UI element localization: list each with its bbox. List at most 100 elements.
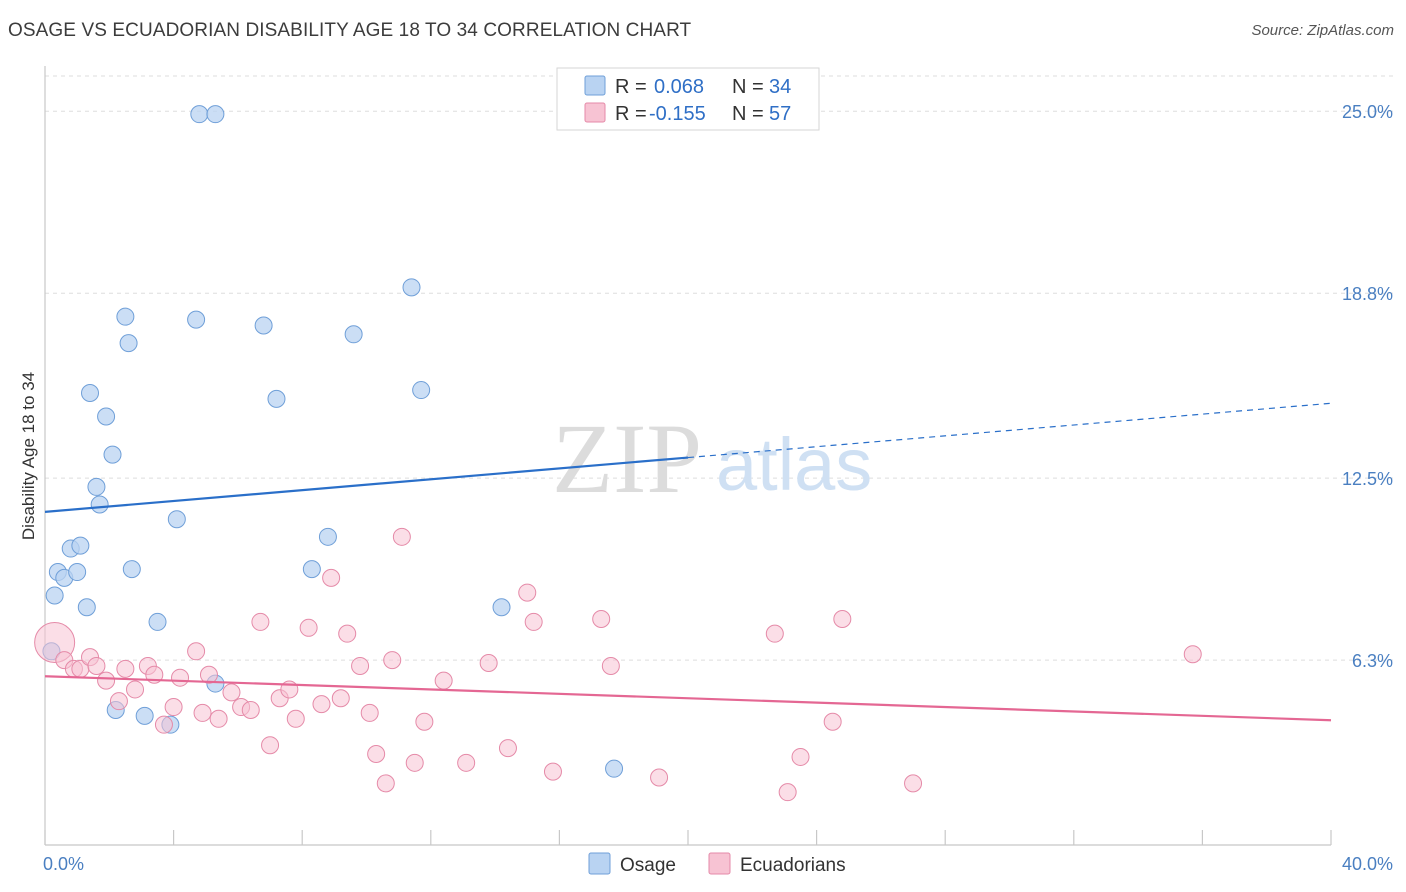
ecuadorians-point-44 xyxy=(518,583,537,602)
osage-point-10 xyxy=(90,495,109,514)
ecuadorians-point-31 xyxy=(338,624,357,643)
osage-point-8 xyxy=(81,383,100,402)
legend-r-value-ecuadorians: -0.155 xyxy=(649,103,706,125)
legend-r-label-ecuadorians: R = xyxy=(615,103,647,125)
ecuadorians-point-28 xyxy=(312,695,331,714)
osage-swatch xyxy=(584,75,606,96)
ecuadorians-point-49 xyxy=(650,768,669,787)
x-tick-labels: 0.0% 40.0% xyxy=(43,854,1393,874)
osage-point-14 xyxy=(116,307,135,326)
osage-trend-extension xyxy=(687,402,1332,459)
x-tick-label-0: 0.0% xyxy=(43,854,84,874)
osage-point-27 xyxy=(302,560,321,579)
ecuadorians-point-8 xyxy=(116,659,135,678)
ecuadorians-point-40 xyxy=(434,671,453,690)
legend-n-value-ecuadorians: 57 xyxy=(769,103,791,125)
osage-point-11 xyxy=(97,407,116,426)
ecuadorians-point-52 xyxy=(791,747,810,766)
osage-point-16 xyxy=(122,560,141,579)
legend-osage-swatch xyxy=(588,852,611,875)
ecuadorians-point-45 xyxy=(524,612,543,631)
ecuadorians-point-19 xyxy=(222,683,241,702)
osage-point-28 xyxy=(318,527,337,546)
legend-r-value-osage: 0.068 xyxy=(654,76,704,98)
ecuadorians-point-17 xyxy=(199,665,218,684)
ecuadorians-point-18 xyxy=(209,709,228,728)
osage-point-9 xyxy=(87,477,106,496)
ecuadorians-point-55 xyxy=(904,774,923,793)
ecuadorians-point-26 xyxy=(286,709,305,728)
osage-point-26 xyxy=(267,389,286,408)
ecuadorians-point-6 xyxy=(97,671,116,690)
trend-lines xyxy=(44,402,1332,722)
ecuadorians-point-35 xyxy=(376,774,395,793)
osage-point-15 xyxy=(119,334,138,353)
ecuadorians-point-23 xyxy=(261,736,280,755)
ecuadorians-point-41 xyxy=(457,753,476,772)
ecuadorians-point-13 xyxy=(164,698,183,717)
ecuadorians-point-43 xyxy=(498,739,517,758)
ecuadorians-point-27 xyxy=(299,618,318,637)
ecuadorians-point-9 xyxy=(126,680,145,699)
osage-point-7 xyxy=(77,598,96,617)
ecuadorians-point-15 xyxy=(187,642,206,661)
watermark-atlas: atlas xyxy=(716,423,872,506)
chart-title: OSAGE VS ECUADORIAN DISABILITY AGE 18 TO… xyxy=(8,20,692,41)
x-tick-label-1: 40.0% xyxy=(1342,854,1393,874)
y-tick-label-1: 12.5% xyxy=(1342,469,1393,489)
ecuadorians-point-47 xyxy=(592,609,611,628)
osage-point-22 xyxy=(190,105,209,124)
osage-point-5 xyxy=(68,563,87,582)
y-tick-label-3: 25.0% xyxy=(1342,102,1393,122)
osage-point-29 xyxy=(344,325,363,344)
y-tick-labels: 6.3% 12.5% 18.8% 25.0% xyxy=(1342,102,1393,671)
ecuadorians-point-14 xyxy=(171,668,190,687)
ecuadorians-point-7 xyxy=(109,692,128,711)
legend-ecuadorians-swatch xyxy=(708,852,731,875)
legend-n-label-osage: N = xyxy=(732,76,764,98)
ecuadorians-point-34 xyxy=(367,745,386,764)
ecuadorians-trend-line xyxy=(44,675,1332,722)
ecuadorians-point-22 xyxy=(251,612,270,631)
ecuadorians-point-48 xyxy=(601,656,620,675)
ecuadorians-point-42 xyxy=(479,654,498,673)
y-tick-label-2: 18.8% xyxy=(1342,284,1393,304)
osage-point-18 xyxy=(148,612,167,631)
stats-legend: R = 0.068 N = 34 R = -0.155 N = 57 xyxy=(556,67,820,131)
osage-point-33 xyxy=(605,759,624,778)
ecuadorians-point-50 xyxy=(765,624,784,643)
ecuadorians-points xyxy=(34,527,1202,802)
ecuadorians-point-16 xyxy=(193,703,212,722)
osage-point-1 xyxy=(45,586,64,605)
ecuadorians-point-54 xyxy=(833,609,852,628)
ecuadorians-point-30 xyxy=(331,689,350,708)
osage-trend-line xyxy=(44,456,689,513)
axes xyxy=(44,66,1332,846)
ecuadorians-point-33 xyxy=(360,703,379,722)
legend-r-label-osage: R = xyxy=(615,76,647,98)
ecuadorians-point-46 xyxy=(543,762,562,781)
ecuadorians-swatch xyxy=(584,102,606,123)
ecuadorians-point-29 xyxy=(322,568,341,587)
osage-point-30 xyxy=(402,278,421,297)
ecuadorians-point-36 xyxy=(383,651,402,670)
ecuadorians-point-12 xyxy=(154,715,173,734)
legend-n-value-osage: 34 xyxy=(769,76,791,98)
osage-point-31 xyxy=(412,381,431,400)
y-axis-title: Disability Age 18 to 34 xyxy=(19,372,38,540)
watermark: ZIP atlas xyxy=(552,403,872,514)
y-tick-label-0: 6.3% xyxy=(1352,651,1393,671)
legend-n-label-ecuadorians: N = xyxy=(732,103,764,125)
ecuadorians-point-53 xyxy=(823,712,842,731)
ecuadorians-point-21 xyxy=(241,700,260,719)
ecuadorians-point-5 xyxy=(87,656,106,675)
osage-point-20 xyxy=(167,510,186,529)
grid-lines xyxy=(45,75,1395,661)
ecuadorians-point-39 xyxy=(415,712,434,731)
osage-point-6 xyxy=(71,536,90,555)
osage-point-17 xyxy=(135,706,154,725)
osage-point-12 xyxy=(103,445,122,464)
ecuadorians-point-37 xyxy=(392,527,411,546)
series-legend: Osage Ecuadorians xyxy=(588,852,846,876)
